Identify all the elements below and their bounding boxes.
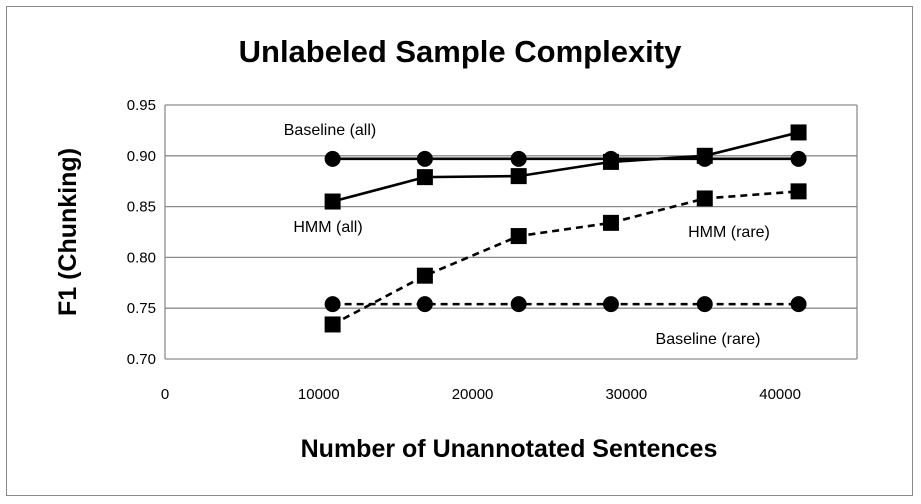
chart-frame: [6, 6, 913, 496]
y-tick-label: 0.95: [127, 97, 156, 114]
square-marker: [510, 168, 527, 185]
circle-marker: [696, 296, 713, 313]
circle-marker: [602, 296, 619, 313]
data-series: [324, 124, 807, 333]
circle-marker: [790, 150, 807, 167]
circle-marker: [510, 296, 527, 313]
square-marker: [510, 228, 527, 245]
series-label: Baseline (rare): [656, 331, 761, 348]
square-marker: [790, 183, 807, 200]
y-tick-label: 0.80: [127, 249, 156, 266]
circle-marker: [324, 150, 341, 167]
y-tick-label: 0.70: [127, 351, 156, 368]
square-marker: [602, 214, 619, 231]
square-marker: [324, 193, 341, 210]
circle-marker: [324, 296, 341, 313]
square-marker: [696, 147, 713, 164]
x-axis-title: Number of Unannotated Sentences: [301, 435, 718, 463]
square-marker: [324, 316, 341, 333]
x-tick-labels: 0 10000 20000 30000 40000: [161, 386, 801, 403]
circle-marker: [790, 296, 807, 313]
y-axis-title: F1 (Chunking): [54, 148, 82, 316]
square-marker: [696, 190, 713, 207]
square-marker: [602, 153, 619, 170]
series-line: [332, 190, 799, 326]
y-tick-label: 0.75: [127, 300, 156, 317]
x-tick-label: 30000: [605, 386, 647, 403]
x-tick-label: 0: [161, 386, 169, 403]
y-tick-labels: 0.70 0.75 0.80 0.85 0.90 0.95: [127, 97, 156, 368]
x-tick-label: 20000: [452, 386, 494, 403]
y-tick-label: 0.90: [127, 148, 156, 165]
series-annotations: Baseline (all) HMM (all) HMM (rare) Baselin…: [284, 122, 770, 348]
circle-marker: [416, 296, 433, 313]
square-marker: [416, 169, 433, 186]
series-line: [332, 131, 799, 203]
chart-title: Unlabeled Sample Complexity: [239, 34, 682, 69]
square-marker: [790, 124, 807, 141]
x-tick-label: 40000: [759, 386, 801, 403]
series-label: HMM (rare): [688, 224, 770, 241]
square-marker: [416, 267, 433, 284]
x-tick-label: 10000: [298, 386, 340, 403]
series-label: Baseline (all): [284, 122, 376, 139]
circle-marker: [416, 150, 433, 167]
y-tick-label: 0.85: [127, 199, 156, 216]
series-label: HMM (all): [293, 219, 362, 236]
circle-marker: [510, 150, 527, 167]
grid-lines: [164, 104, 858, 360]
